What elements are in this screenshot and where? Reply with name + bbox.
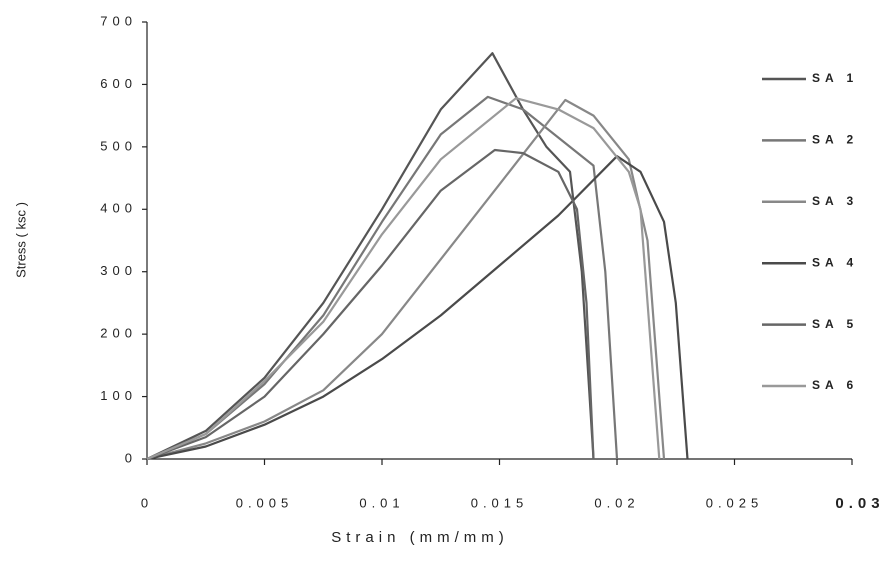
x-tick-label: 0.02 — [594, 495, 639, 510]
x-tick-label: 0.025 — [706, 495, 764, 510]
y-tick-label: 300 — [100, 263, 137, 278]
x-tick-label: 0 — [141, 495, 153, 510]
legend-label: SA 2 — [812, 133, 858, 147]
legend-label: SA 6 — [812, 378, 858, 392]
x-tick-label: 0.015 — [471, 495, 529, 510]
chart: Stress ( ksc ) Strain (mm/mm) 0 100 200 300… — [0, 0, 891, 579]
y-tick-label: 400 — [100, 201, 137, 216]
x-axis-title: Strain (mm/mm) — [331, 529, 509, 546]
y-axis-title: Stress ( ksc ) — [13, 202, 28, 278]
y-tick-label: 600 — [100, 76, 137, 91]
legend-label: SA 4 — [812, 255, 858, 269]
y-tick-label: 100 — [100, 388, 137, 403]
x-tick-label: 0.01 — [359, 495, 404, 510]
series-line — [147, 97, 617, 459]
legend-label: SA 1 — [812, 71, 858, 85]
y-tick-label: 500 — [100, 138, 137, 153]
series-line — [147, 150, 594, 459]
series-line — [147, 53, 594, 459]
y-tick-label: 700 — [100, 13, 137, 28]
y-tick-label: 200 — [100, 326, 137, 341]
legend-label: SA 3 — [812, 194, 858, 208]
legend-label: SA 5 — [812, 317, 858, 331]
y-tick-label: 0 — [125, 450, 137, 465]
series-line — [147, 100, 664, 459]
x-tick-label: 0.03 — [835, 495, 884, 512]
x-tick-label: 0.005 — [236, 495, 294, 510]
